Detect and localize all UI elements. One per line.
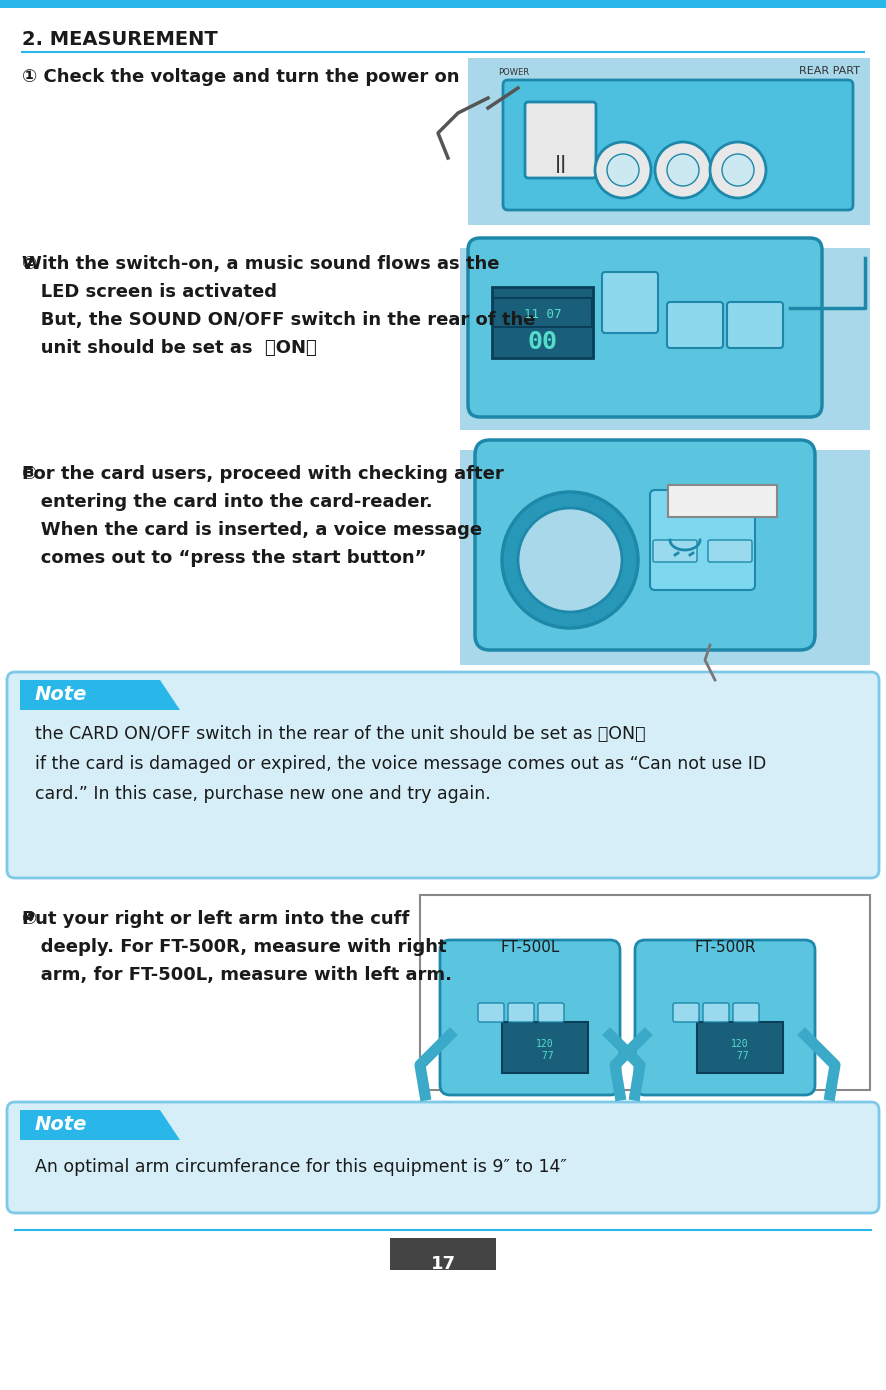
- FancyBboxPatch shape: [478, 1004, 504, 1022]
- Text: POWER: POWER: [498, 68, 529, 76]
- FancyBboxPatch shape: [727, 302, 783, 348]
- Circle shape: [607, 154, 639, 186]
- FancyBboxPatch shape: [0, 0, 886, 8]
- Text: card.” In this case, purchase new one and try again.: card.” In this case, purchase new one an…: [35, 785, 491, 803]
- Circle shape: [722, 154, 754, 186]
- FancyBboxPatch shape: [390, 1238, 496, 1270]
- Text: ③: ③: [22, 466, 37, 482]
- Text: 120
 77: 120 77: [536, 1040, 554, 1061]
- FancyBboxPatch shape: [667, 302, 723, 348]
- FancyBboxPatch shape: [440, 940, 620, 1095]
- FancyBboxPatch shape: [420, 895, 870, 1090]
- Text: 2. MEASUREMENT: 2. MEASUREMENT: [22, 31, 218, 49]
- FancyBboxPatch shape: [468, 58, 870, 225]
- Text: With the switch-on, a music sound flows as the: With the switch-on, a music sound flows …: [22, 254, 500, 272]
- FancyBboxPatch shape: [7, 1102, 879, 1213]
- FancyBboxPatch shape: [668, 485, 777, 517]
- Text: ④: ④: [22, 910, 37, 929]
- FancyBboxPatch shape: [460, 450, 870, 664]
- FancyBboxPatch shape: [460, 247, 870, 430]
- FancyBboxPatch shape: [503, 81, 853, 210]
- Text: Note: Note: [35, 1115, 88, 1134]
- Text: Put your right or left arm into the cuff: Put your right or left arm into the cuff: [22, 910, 409, 929]
- FancyBboxPatch shape: [7, 671, 879, 878]
- Circle shape: [502, 492, 638, 628]
- Text: ②: ②: [22, 254, 37, 272]
- Circle shape: [518, 507, 622, 612]
- Text: 11 07: 11 07: [525, 309, 562, 321]
- Text: ① Check the voltage and turn the power on: ① Check the voltage and turn the power o…: [22, 68, 460, 86]
- Text: LED screen is activated: LED screen is activated: [22, 284, 277, 302]
- FancyBboxPatch shape: [635, 940, 815, 1095]
- FancyBboxPatch shape: [538, 1004, 564, 1022]
- FancyBboxPatch shape: [703, 1004, 729, 1022]
- Text: Note: Note: [35, 685, 88, 703]
- Circle shape: [667, 154, 699, 186]
- Text: unit should be set as  『ON』: unit should be set as 『ON』: [22, 339, 317, 357]
- Text: arm, for FT-500L, measure with left arm.: arm, for FT-500L, measure with left arm.: [22, 966, 452, 984]
- Text: When the card is inserted, a voice message: When the card is inserted, a voice messa…: [22, 521, 482, 539]
- Text: entering the card into the card-reader.: entering the card into the card-reader.: [22, 493, 432, 512]
- Text: the CARD ON/OFF switch in the rear of the unit should be set as 『ON』: the CARD ON/OFF switch in the rear of th…: [35, 726, 646, 744]
- Text: 00: 00: [528, 329, 558, 354]
- FancyBboxPatch shape: [493, 297, 592, 327]
- Text: 120
 77: 120 77: [731, 1040, 749, 1061]
- FancyBboxPatch shape: [468, 238, 822, 417]
- Polygon shape: [20, 1111, 180, 1140]
- Text: An optimal arm circumferance for this equipment is 9″ to 14″: An optimal arm circumferance for this eq…: [35, 1158, 567, 1176]
- Text: FT-500R: FT-500R: [695, 940, 756, 955]
- FancyBboxPatch shape: [525, 101, 596, 178]
- FancyBboxPatch shape: [492, 286, 593, 359]
- FancyBboxPatch shape: [697, 1022, 783, 1073]
- Text: ||: ||: [555, 156, 567, 172]
- Text: But, the SOUND ON/OFF switch in the rear of the: But, the SOUND ON/OFF switch in the rear…: [22, 311, 535, 329]
- FancyBboxPatch shape: [708, 539, 752, 562]
- Text: 17: 17: [431, 1255, 455, 1273]
- FancyBboxPatch shape: [653, 539, 697, 562]
- FancyBboxPatch shape: [650, 491, 755, 589]
- Circle shape: [595, 142, 651, 197]
- FancyBboxPatch shape: [508, 1004, 534, 1022]
- Text: comes out to “press the start button”: comes out to “press the start button”: [22, 549, 426, 567]
- FancyBboxPatch shape: [475, 441, 815, 651]
- Text: FT-500L: FT-500L: [501, 940, 560, 955]
- Polygon shape: [20, 680, 180, 710]
- FancyBboxPatch shape: [733, 1004, 759, 1022]
- Circle shape: [710, 142, 766, 197]
- Circle shape: [655, 142, 711, 197]
- FancyBboxPatch shape: [673, 1004, 699, 1022]
- Text: deeply. For FT-500R, measure with right: deeply. For FT-500R, measure with right: [22, 938, 447, 956]
- Text: REAR PART: REAR PART: [799, 65, 860, 76]
- FancyBboxPatch shape: [502, 1022, 588, 1073]
- Text: For the card users, proceed with checking after: For the card users, proceed with checkin…: [22, 466, 504, 482]
- FancyBboxPatch shape: [602, 272, 658, 334]
- Text: if the card is damaged or expired, the voice message comes out as “Can not use I: if the card is damaged or expired, the v…: [35, 755, 766, 773]
